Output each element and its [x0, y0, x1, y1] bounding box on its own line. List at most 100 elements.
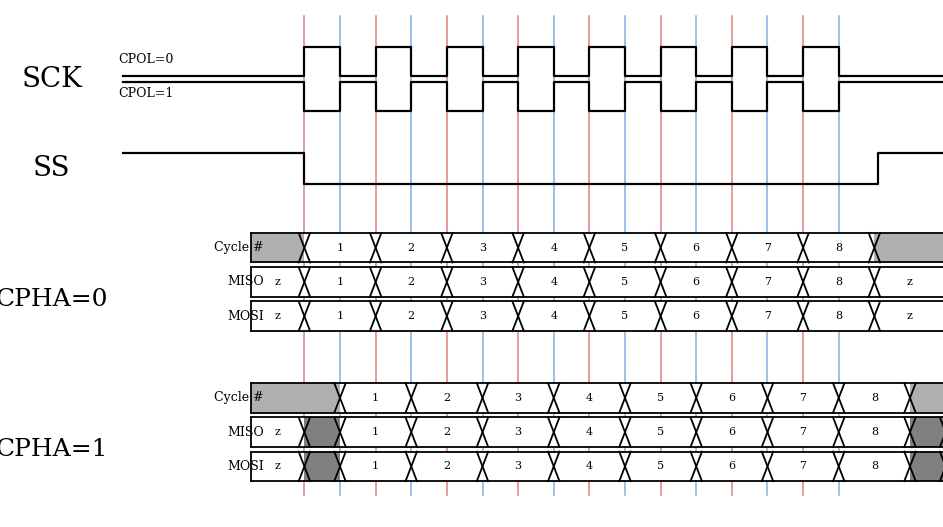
Bar — [768, 452, 838, 481]
Bar — [732, 267, 803, 297]
Bar — [411, 383, 483, 413]
Text: 2: 2 — [407, 311, 415, 321]
Bar — [554, 417, 625, 447]
Text: 6: 6 — [728, 462, 736, 471]
Bar — [661, 233, 732, 262]
Text: 7: 7 — [764, 243, 771, 252]
Text: 7: 7 — [800, 462, 806, 471]
Text: CPOL=1: CPOL=1 — [118, 87, 174, 100]
Bar — [625, 417, 696, 447]
Text: 4: 4 — [586, 427, 593, 437]
Bar — [518, 267, 589, 297]
Text: z: z — [274, 462, 281, 471]
Bar — [589, 301, 661, 331]
Bar — [305, 417, 340, 447]
Text: MOSI: MOSI — [227, 460, 264, 473]
Text: 2: 2 — [443, 393, 451, 403]
Bar — [874, 233, 943, 262]
Text: Cycle #: Cycle # — [214, 241, 264, 254]
Text: 1: 1 — [337, 311, 343, 321]
Text: 3: 3 — [515, 393, 521, 403]
Text: 1: 1 — [337, 277, 343, 287]
Bar — [483, 383, 554, 413]
Text: 4: 4 — [550, 277, 557, 287]
Bar — [838, 417, 910, 447]
Text: MISO: MISO — [227, 426, 264, 438]
Text: 5: 5 — [621, 311, 629, 321]
Bar — [305, 301, 375, 331]
Bar — [375, 267, 447, 297]
Text: 6: 6 — [728, 393, 736, 403]
Bar — [251, 301, 305, 331]
Bar — [411, 417, 483, 447]
Bar — [874, 267, 943, 297]
Bar — [251, 233, 305, 262]
Bar — [696, 452, 768, 481]
Text: SS: SS — [33, 155, 71, 182]
Bar — [251, 452, 305, 481]
Text: 3: 3 — [479, 243, 486, 252]
Text: z: z — [907, 311, 913, 321]
Text: 6: 6 — [728, 427, 736, 437]
Bar — [375, 301, 447, 331]
Bar — [554, 383, 625, 413]
Bar — [411, 452, 483, 481]
Text: 5: 5 — [621, 277, 629, 287]
Bar — [340, 383, 411, 413]
Text: 4: 4 — [586, 393, 593, 403]
Bar — [732, 233, 803, 262]
Text: SCK: SCK — [22, 65, 82, 93]
Text: 8: 8 — [870, 393, 878, 403]
Bar — [251, 383, 340, 413]
Text: z: z — [274, 427, 281, 437]
Text: 4: 4 — [550, 311, 557, 321]
Bar — [910, 452, 943, 481]
Bar — [447, 301, 518, 331]
Text: 6: 6 — [693, 243, 700, 252]
Text: 3: 3 — [515, 462, 521, 471]
Bar — [589, 267, 661, 297]
Bar — [661, 267, 732, 297]
Bar — [874, 301, 943, 331]
Bar — [803, 233, 874, 262]
Text: 4: 4 — [550, 243, 557, 252]
Bar — [838, 452, 910, 481]
Text: 2: 2 — [443, 427, 451, 437]
Text: 8: 8 — [870, 427, 878, 437]
Bar — [483, 417, 554, 447]
Bar — [305, 452, 340, 481]
Text: 8: 8 — [870, 462, 878, 471]
Text: 5: 5 — [657, 462, 664, 471]
Bar — [625, 452, 696, 481]
Bar — [518, 233, 589, 262]
Text: z: z — [274, 277, 281, 287]
Bar — [803, 267, 874, 297]
Bar — [625, 383, 696, 413]
Text: 1: 1 — [337, 243, 343, 252]
Bar — [305, 267, 375, 297]
Bar — [340, 452, 411, 481]
Text: 5: 5 — [657, 427, 664, 437]
Bar — [251, 417, 305, 447]
Text: CPHA=1: CPHA=1 — [0, 438, 108, 461]
Text: z: z — [274, 311, 281, 321]
Text: 1: 1 — [372, 462, 379, 471]
Text: 8: 8 — [835, 243, 842, 252]
Text: 5: 5 — [621, 243, 629, 252]
Text: 1: 1 — [372, 393, 379, 403]
Text: 2: 2 — [407, 243, 415, 252]
Bar — [696, 383, 768, 413]
Bar — [732, 301, 803, 331]
Bar — [768, 417, 838, 447]
Bar — [768, 383, 838, 413]
Text: 8: 8 — [835, 277, 842, 287]
Text: 5: 5 — [657, 393, 664, 403]
Text: 1: 1 — [372, 427, 379, 437]
Bar — [838, 383, 910, 413]
Bar — [447, 233, 518, 262]
Text: 2: 2 — [443, 462, 451, 471]
Bar — [518, 301, 589, 331]
Text: 4: 4 — [586, 462, 593, 471]
Text: 7: 7 — [764, 311, 771, 321]
Text: 7: 7 — [800, 427, 806, 437]
